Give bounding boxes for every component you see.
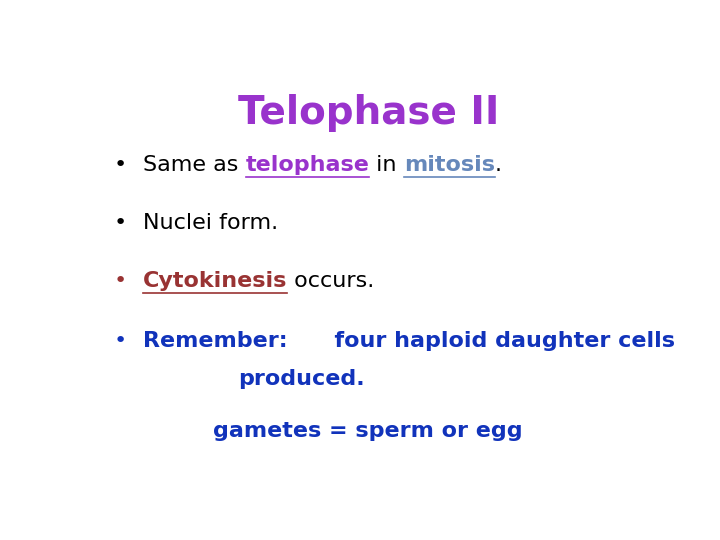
Text: four haploid daughter cells: four haploid daughter cells (287, 332, 675, 352)
Text: gametes = sperm or egg: gametes = sperm or egg (213, 421, 523, 441)
Text: Same as: Same as (143, 154, 246, 174)
Text: Telophase II: Telophase II (238, 94, 500, 132)
Text: telophase: telophase (246, 154, 369, 174)
Text: .: . (495, 154, 502, 174)
Text: in: in (369, 154, 404, 174)
Text: mitosis: mitosis (404, 154, 495, 174)
Text: •: • (114, 271, 127, 291)
Text: Nuclei form.: Nuclei form. (143, 213, 278, 233)
Text: •: • (114, 213, 127, 233)
Text: Remember:: Remember: (143, 332, 287, 352)
Text: Cytokinesis: Cytokinesis (143, 271, 287, 291)
Text: •: • (114, 154, 127, 174)
Text: produced.: produced. (238, 369, 364, 389)
Text: •: • (114, 332, 127, 352)
Text: occurs.: occurs. (287, 271, 374, 291)
